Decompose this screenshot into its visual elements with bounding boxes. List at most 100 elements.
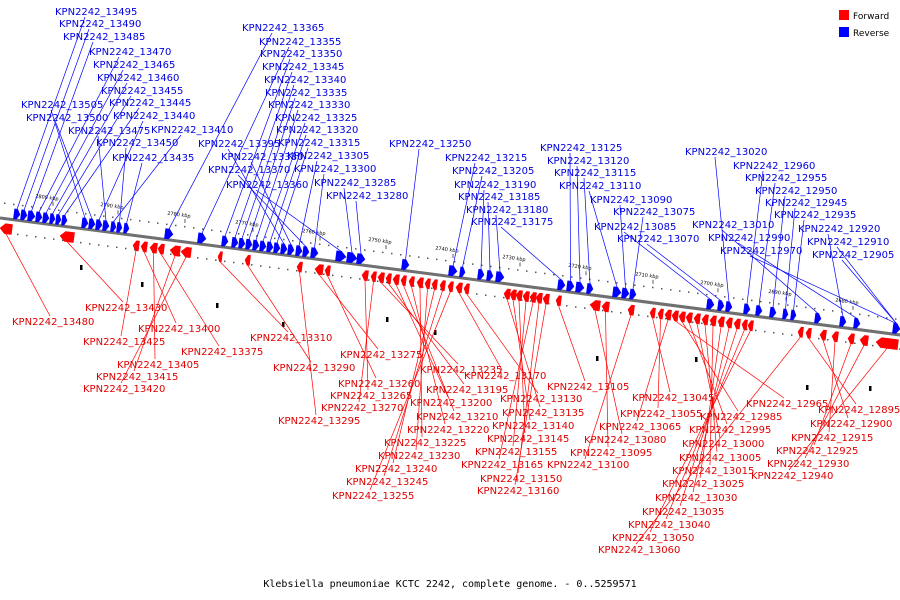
lane-dot	[197, 257, 199, 259]
lane-dot	[526, 270, 528, 272]
reverse-leader-line	[31, 41, 94, 212]
forward-leader-line	[299, 271, 317, 416]
forward-gene-arrow	[314, 264, 324, 276]
reverse-leader-line	[646, 243, 722, 302]
reverse-leader-line	[495, 214, 501, 273]
lane-dot	[692, 321, 694, 323]
forward-gene-arrow	[685, 312, 693, 324]
lane-dot	[638, 314, 640, 316]
lane-dot	[170, 253, 172, 256]
reverse-leader-line	[405, 148, 420, 260]
reverse-leader-line	[737, 242, 858, 319]
forward-gene-arrow	[664, 309, 672, 321]
forward-gene-arrow	[555, 295, 562, 307]
forward-gene-label: KPN2242_13235	[420, 365, 502, 376]
forward-gene-arrow	[503, 288, 511, 300]
forward-leader-line	[808, 337, 857, 405]
reverse-gene-arrow	[621, 287, 630, 299]
reverse-gene-label: KPN2242_13485	[63, 32, 145, 43]
lane-dot	[4, 202, 6, 205]
reverse-leader-line	[632, 216, 644, 290]
forward-leader-line	[369, 291, 451, 491]
tick-label: 2690 kbp	[768, 289, 792, 298]
reverse-gene-label: KPN2242_13215	[445, 153, 527, 164]
lane-dot	[418, 256, 420, 258]
lane-dot	[688, 291, 690, 293]
lane-dot	[247, 234, 249, 236]
forward-leader-line	[512, 301, 527, 447]
lane-dot	[332, 274, 334, 277]
reverse-leader-line	[234, 71, 293, 238]
reverse-gene-label: KPN2242_13330	[268, 100, 350, 111]
lane-dot	[521, 299, 523, 301]
lane-dot	[643, 285, 645, 288]
reverse-leader-line	[314, 173, 325, 248]
reverse-gene-arrow	[356, 253, 366, 265]
lane-dot	[620, 312, 622, 314]
lane-dot	[517, 269, 519, 271]
tick-label: 2800 kbp	[35, 194, 59, 203]
lane-dot	[103, 215, 105, 217]
reverse-leader-line	[827, 233, 844, 317]
lane-dot	[346, 246, 348, 249]
forward-gene-label: KPN2242_13145	[487, 434, 569, 445]
reverse-gene-label: KPN2242_13465	[93, 60, 175, 71]
genome-caption: Klebsiella pneumoniae KCTC 2242, complet…	[263, 579, 636, 590]
reverse-gene-label: KPN2242_13325	[275, 113, 357, 124]
reverse-gene-arrow	[42, 212, 50, 224]
lane-dot	[220, 230, 222, 233]
lane-dot	[566, 305, 568, 307]
lane-dot	[238, 232, 240, 235]
forward-gene-label: KPN2242_13240	[355, 464, 437, 475]
forward-gene-label: KPN2242_13105	[547, 382, 629, 393]
reverse-leader-line	[746, 170, 764, 305]
reverse-gene-label: KPN2242_13335	[265, 88, 347, 99]
reverse-leader-line	[55, 122, 93, 220]
reverse-leader-line	[785, 207, 796, 310]
reverse-gene-label: KPN2242_12970	[720, 246, 802, 257]
forward-gene-arrow	[244, 254, 251, 266]
forward-gene-arrow	[361, 270, 369, 282]
forward-leader-line	[665, 329, 745, 520]
feature-mark	[141, 282, 144, 287]
reverse-gene-arrow	[81, 217, 89, 229]
reverse-gene-label: KPN2242_13120	[547, 156, 629, 167]
reverse-gene-label: KPN2242_13280	[326, 191, 408, 202]
forward-leader-line	[458, 292, 503, 371]
lane-dot	[260, 265, 262, 267]
feature-mark	[596, 356, 599, 361]
forward-gene-arrow	[140, 241, 148, 253]
forward-gene-label: KPN2242_12930	[767, 459, 849, 470]
forward-gene-label: KPN2242_13150	[480, 474, 562, 485]
reverse-gene-arrow	[310, 247, 319, 259]
reverse-leader-line	[64, 107, 140, 216]
forward-gene-label: KPN2242_13255	[332, 491, 414, 502]
forward-leader-line	[153, 252, 156, 360]
forward-gene-label: KPN2242_13290	[273, 363, 355, 374]
reverse-gene-label: KPN2242_12945	[765, 198, 847, 209]
reverse-gene-label: KPN2242_13075	[613, 207, 695, 218]
forward-leader-line	[120, 250, 137, 337]
forward-leader-line	[681, 321, 739, 412]
forward-gene-arrow	[671, 310, 679, 322]
feature-mark	[806, 385, 809, 390]
lane-dot	[116, 246, 118, 249]
lane-dot	[854, 342, 856, 344]
lane-dot	[472, 263, 474, 265]
lane-dot	[305, 271, 307, 273]
reverse-gene-arrow	[575, 281, 585, 293]
forward-gene-label: KPN2242_13425	[83, 337, 165, 348]
forward-gene-label: KPN2242_12895	[818, 405, 900, 416]
reverse-gene-label: KPN2242_13450	[96, 138, 178, 149]
reverse-gene-label: KPN2242_13305	[287, 151, 369, 162]
reverse-gene-label: KPN2242_13010	[692, 220, 774, 231]
reverse-gene-label: KPN2242_12960	[733, 161, 815, 172]
legend-forward-label: Forward	[853, 12, 889, 22]
lane-dot	[337, 245, 339, 248]
tick-label: 2680 kbp	[835, 298, 859, 307]
reverse-leader-line	[836, 246, 897, 324]
lane-dot	[665, 317, 667, 320]
lane-dot	[76, 211, 78, 214]
forward-gene-arrow	[180, 246, 192, 259]
lane-dot	[598, 279, 600, 282]
